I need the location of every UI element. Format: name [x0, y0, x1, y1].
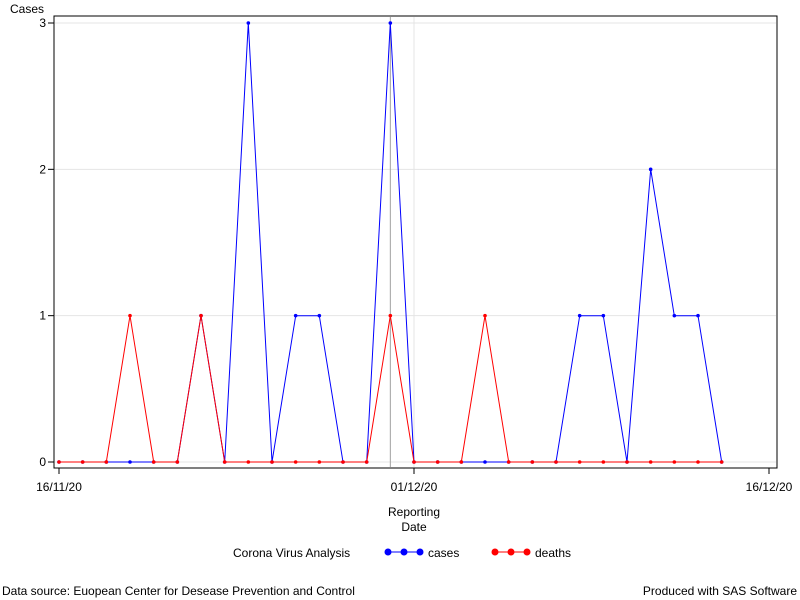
- deaths-point: [696, 460, 700, 464]
- legend-swatch-marker: [416, 548, 424, 556]
- footnote-software: Produced with SAS Software: [642, 584, 797, 598]
- legend-label: deaths: [535, 546, 571, 560]
- footnote-data-source: Data source: Euopean Center for Desease …: [2, 584, 355, 598]
- cases-point: [293, 313, 298, 318]
- deaths-point: [128, 313, 132, 318]
- y-tick-label: 0: [39, 455, 46, 469]
- series: [57, 21, 724, 464]
- cases-point: [648, 167, 653, 172]
- deaths-point: [601, 460, 606, 464]
- plot-frame: [53, 15, 778, 469]
- deaths-point: [719, 460, 724, 464]
- deaths-point: [175, 460, 180, 464]
- deaths-point: [483, 313, 487, 318]
- legend-swatch-marker: [507, 548, 515, 556]
- x-tick-label: 16/11/20: [36, 480, 82, 494]
- deaths-point: [151, 460, 156, 464]
- deaths-point: [554, 460, 558, 464]
- deaths-point: [625, 460, 629, 464]
- deaths-point: [672, 460, 677, 464]
- x-tick-label: 16/12/20: [746, 480, 793, 494]
- deaths-point: [388, 313, 393, 318]
- legend: Corona Virus Analysis cases deaths: [233, 546, 571, 560]
- deaths-point: [577, 460, 582, 464]
- deaths-point: [435, 460, 440, 464]
- cases-point: [577, 313, 582, 318]
- legend-title: Corona Virus Analysis: [233, 546, 350, 560]
- series-deaths: [57, 313, 724, 464]
- deaths-point: [364, 460, 369, 464]
- x-axis: 16/11/20 01/12/20 16/12/20: [36, 468, 793, 494]
- deaths-point: [459, 460, 464, 464]
- y-axis-label: Cases: [10, 2, 44, 16]
- cases-point: [672, 313, 677, 318]
- deaths-point: [293, 460, 298, 464]
- legend-swatch-marker: [491, 548, 499, 556]
- legend-item-deaths: deaths: [491, 546, 571, 560]
- deaths-point: [270, 460, 274, 464]
- deaths-point: [199, 313, 203, 318]
- deaths-point: [57, 460, 61, 464]
- x-axis-label-line-2: Date: [401, 520, 427, 534]
- y-tick-label: 2: [39, 162, 46, 176]
- legend-swatch-marker: [523, 548, 531, 556]
- deaths-point: [222, 460, 227, 464]
- deaths-point: [648, 460, 653, 464]
- deaths-point: [80, 460, 85, 464]
- deaths-point: [341, 460, 345, 464]
- deaths-point: [246, 460, 251, 464]
- x-axis-label-line-1: Reporting: [388, 505, 440, 519]
- cases-point: [388, 21, 393, 25]
- cases-point: [696, 313, 700, 318]
- y-axis: 0 1 2 3: [39, 16, 54, 469]
- cases-point: [601, 313, 606, 318]
- x-tick-label: 01/12/20: [391, 480, 438, 494]
- y-tick-label: 1: [39, 309, 46, 323]
- cases-point: [246, 21, 251, 25]
- gridlines: [55, 17, 776, 467]
- deaths-point: [506, 460, 511, 464]
- cases-point: [317, 313, 322, 318]
- legend-item-cases: cases: [384, 546, 459, 560]
- legend-swatch-marker: [400, 548, 408, 556]
- deaths-point: [412, 460, 416, 464]
- cases-point: [483, 460, 487, 464]
- legend-swatch-marker: [384, 548, 392, 556]
- legend-label: cases: [428, 546, 459, 560]
- y-tick-label: 3: [39, 16, 46, 30]
- deaths-point: [104, 460, 109, 464]
- cases-point: [128, 460, 132, 464]
- deaths-point: [317, 460, 322, 464]
- deaths-point: [530, 460, 535, 464]
